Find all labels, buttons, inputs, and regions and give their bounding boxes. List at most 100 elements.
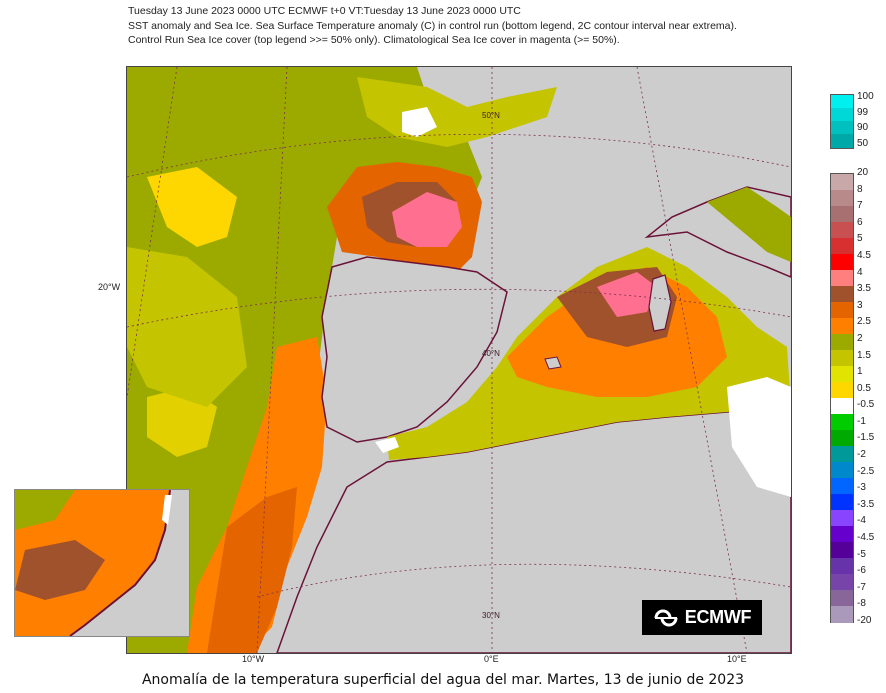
sst-legend-label: 3.5 xyxy=(857,283,871,295)
adriatic-sea xyxy=(707,187,791,262)
sardinia-land xyxy=(648,274,672,332)
lat-30n-line xyxy=(256,563,791,598)
sst-legend-cell xyxy=(831,606,853,623)
sst-legend-cell xyxy=(831,558,853,575)
sst-legend-cell xyxy=(831,542,853,559)
channel-white xyxy=(402,107,437,137)
sst-legend-label: 7 xyxy=(857,200,863,212)
atlantic-yellow-1 xyxy=(147,167,237,247)
lon-10e-line xyxy=(636,67,748,653)
sea-ice-cell-99 xyxy=(831,108,853,121)
sst-legend-cell xyxy=(831,334,853,351)
sst-legend-label: -0.5 xyxy=(857,399,875,411)
sst-anomaly-legend-bar xyxy=(830,173,854,623)
sst-legend-label: 4.5 xyxy=(857,249,871,261)
sst-legend-cell xyxy=(831,446,853,463)
sst-legend-label: 0.5 xyxy=(857,382,871,394)
sst-legend-label: -7 xyxy=(857,581,866,593)
sea-ice-label-90: 90 xyxy=(857,122,869,133)
inset-white-coast xyxy=(162,495,172,525)
lat-label-50n: 50°N xyxy=(482,111,500,120)
sst-legend-label: -6 xyxy=(857,565,866,577)
sst-legend-label: 2.5 xyxy=(857,316,871,328)
lat-50n-line xyxy=(127,133,791,178)
lon-label-10w: 10°W xyxy=(242,654,265,664)
biscay-peak xyxy=(392,192,462,247)
sst-legend-label: -5 xyxy=(857,548,866,560)
sst-legend-cell xyxy=(831,414,853,431)
lat-label-40n: 40°N xyxy=(482,349,500,358)
sst-legend-label: -2 xyxy=(857,449,866,461)
sst-legend-cell xyxy=(831,286,853,303)
header-line-3: Control Run Sea Ice cover (top legend >>… xyxy=(128,34,620,46)
ecmwf-logo: ECMWF xyxy=(642,600,762,635)
sst-legend-cell xyxy=(831,590,853,607)
sst-legend-cell xyxy=(831,190,853,207)
sst-legend-cell xyxy=(831,526,853,543)
sea-ice-label-50: 50 xyxy=(857,138,869,149)
sst-legend-label: 4 xyxy=(857,266,863,278)
sst-legend-cell xyxy=(831,398,853,415)
morocco-coast-warm xyxy=(207,487,297,653)
balearic-land xyxy=(544,356,562,370)
sst-anomaly-map: 50°N 40°N 30°N xyxy=(126,66,792,654)
sst-legend-label: 8 xyxy=(857,183,863,195)
map-header: Tuesday 13 June 2023 0000 UTC ECMWF t+0 … xyxy=(128,4,737,48)
sst-legend-label: -4 xyxy=(857,515,866,527)
sst-legend-cell xyxy=(831,222,853,239)
sea-ice-cell-100 xyxy=(831,95,853,108)
atlantic-olive-1 xyxy=(127,247,247,407)
sst-legend-label: -3.5 xyxy=(857,498,875,510)
sst-legend-cell xyxy=(831,462,853,479)
sst-legend-cell xyxy=(831,318,853,335)
sst-legend-cell xyxy=(831,478,853,495)
lon-label-20w: 20°W xyxy=(98,282,121,292)
sst-legend-cell xyxy=(831,254,853,271)
figure-caption: Anomalía de la temperatura superficial d… xyxy=(141,672,745,688)
iberia-land xyxy=(321,256,508,443)
lon-20w-line xyxy=(127,67,178,398)
sst-legend-label: -4.5 xyxy=(857,532,875,544)
sst-legend-label: -3 xyxy=(857,482,866,494)
graticule xyxy=(127,67,791,653)
inset-olive xyxy=(15,490,75,530)
sst-legend-cell xyxy=(831,430,853,447)
lon-label-10e: 10°E xyxy=(727,654,747,664)
sst-legend-cell xyxy=(831,350,853,367)
sst-legend-cell xyxy=(831,574,853,591)
sst-legend-label: -8 xyxy=(857,598,866,610)
gibraltar-white xyxy=(375,437,399,453)
med-peak-pink xyxy=(597,272,657,317)
sst-legend-cell xyxy=(831,270,853,287)
ecmwf-mark-icon xyxy=(654,609,678,626)
sst-legend-label: -20 xyxy=(857,615,872,626)
sst-legend-cell xyxy=(831,494,853,511)
sst-legend-label: 1.5 xyxy=(857,349,871,361)
inset-coast xyxy=(69,490,171,636)
sst-legend-label: 20 xyxy=(857,167,869,178)
sst-legend-label: -1 xyxy=(857,415,866,427)
sst-legend-cell xyxy=(831,174,853,191)
sea-ice-cell-90 xyxy=(831,121,853,134)
sst-legend-label: 1 xyxy=(857,366,863,378)
sea-ice-label-100: 100 xyxy=(857,91,874,102)
sst-legend-cell xyxy=(831,382,853,399)
header-line-2: SST anomaly and Sea Ice. Sea Surface Tem… xyxy=(128,19,737,32)
zoom-inset xyxy=(14,489,190,637)
sst-legend-cell xyxy=(831,238,853,255)
inset-canvas xyxy=(15,490,189,636)
inset-brown xyxy=(15,540,105,600)
sst-legend-label: -1.5 xyxy=(857,432,875,444)
lat-label-30n: 30°N xyxy=(482,611,500,620)
header-line-1: Tuesday 13 June 2023 0000 UTC ECMWF t+0 … xyxy=(128,5,521,17)
sst-legend-cell xyxy=(831,302,853,319)
sea-ice-cell-50 xyxy=(831,134,853,148)
sst-legend-cell xyxy=(831,510,853,527)
sea-ice-label-99: 99 xyxy=(857,107,869,118)
sst-legend-cell xyxy=(831,366,853,383)
ecmwf-logo-text: ECMWF xyxy=(684,607,752,627)
sst-legend-cell xyxy=(831,206,853,223)
sst-legend-label: -2.5 xyxy=(857,465,875,477)
sicily-region xyxy=(727,377,791,497)
sst-legend-label: 5 xyxy=(857,233,863,245)
